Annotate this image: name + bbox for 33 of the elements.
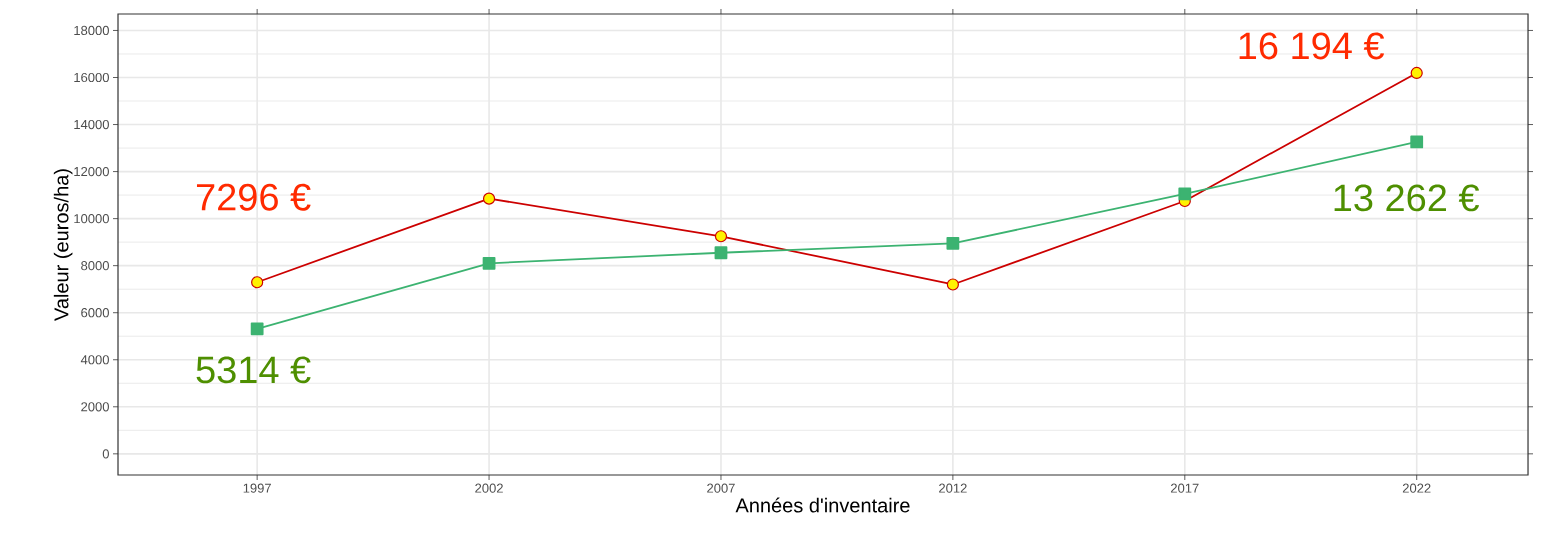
- y-axis-title: Valeur (euros/ha): [53, 169, 73, 321]
- y-tick-label: 14000: [74, 119, 109, 130]
- point: [946, 278, 959, 291]
- data-label: 7296 €: [196, 183, 311, 211]
- y-tick-label: 6000: [81, 308, 109, 318]
- point: [1178, 187, 1192, 201]
- point: [251, 276, 264, 289]
- y-tick-label: 16000: [74, 72, 109, 83]
- point: [482, 256, 496, 270]
- x-tick-label: 2002: [475, 483, 503, 493]
- point: [1410, 66, 1423, 80]
- x-tick-label: 2007: [707, 483, 735, 493]
- point: [482, 192, 496, 205]
- y-tick-label: 10000: [74, 214, 109, 224]
- y-tick-label: 2000: [81, 402, 109, 412]
- y-tick-label: 0: [102, 449, 109, 459]
- point: [714, 230, 728, 243]
- data-label: 13 262 €: [1334, 184, 1480, 212]
- x-tick-label: 1997: [243, 483, 271, 493]
- y-tick-label: 12000: [74, 166, 109, 177]
- point: [714, 246, 728, 260]
- y-tick-label: 4000: [80, 355, 109, 365]
- data-label: 16 194 €: [1239, 32, 1385, 60]
- point: [1410, 135, 1424, 149]
- x-tick-label: 2012: [939, 483, 967, 493]
- x-axis-title: Années d'inventaire: [735, 497, 910, 513]
- y-tick-label: 8000: [81, 261, 109, 271]
- x-tick-label: 2022: [1402, 483, 1431, 493]
- x-tick-label: 2017: [1170, 483, 1199, 493]
- point: [250, 322, 264, 336]
- data-label: 5314 €: [196, 356, 311, 384]
- point: [946, 236, 960, 250]
- y-tick-label: 18000: [74, 25, 109, 36]
